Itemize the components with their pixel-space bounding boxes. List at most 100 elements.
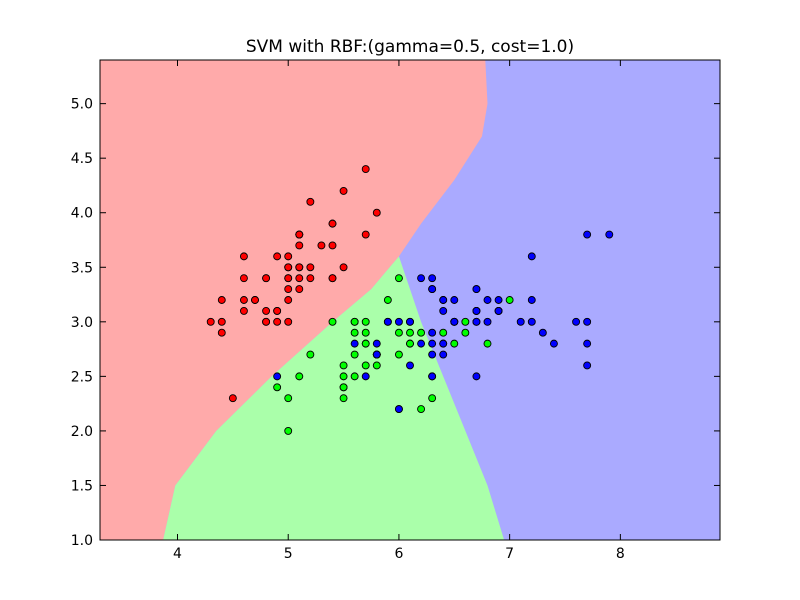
point-blue xyxy=(483,317,492,326)
point-blue xyxy=(439,296,448,304)
point-red xyxy=(306,274,315,283)
point-red xyxy=(295,263,304,272)
point-blue xyxy=(583,317,592,326)
point-red xyxy=(273,252,282,261)
point-blue xyxy=(472,306,481,315)
point-blue xyxy=(549,339,558,348)
point-red xyxy=(239,296,248,304)
point-green xyxy=(394,274,403,283)
point-red xyxy=(317,241,326,250)
point-blue xyxy=(428,285,437,294)
point-green xyxy=(306,350,315,359)
x-tick-label: 7 xyxy=(505,546,514,562)
point-green xyxy=(350,372,359,381)
point-green xyxy=(417,328,426,337)
point-green xyxy=(361,339,370,348)
point-blue xyxy=(583,339,592,348)
point-green xyxy=(350,317,359,326)
point-blue xyxy=(273,372,282,381)
point-blue xyxy=(394,405,403,414)
point-red xyxy=(295,285,304,294)
point-red xyxy=(284,296,293,304)
point-green xyxy=(284,394,293,403)
point-blue xyxy=(372,339,381,348)
point-red xyxy=(306,197,315,206)
point-blue xyxy=(450,317,459,326)
decision-region-red xyxy=(100,60,488,540)
point-green xyxy=(461,328,470,337)
point-blue xyxy=(472,317,481,326)
point-red xyxy=(217,296,226,304)
point-blue xyxy=(472,285,481,294)
point-green xyxy=(339,383,348,392)
chart-title: SVM with RBF:(gamma=0.5, cost=1.0) xyxy=(246,37,574,57)
y-tick-label: 2.5 xyxy=(71,369,93,385)
point-green xyxy=(450,339,459,348)
point-blue xyxy=(406,361,414,370)
point-red xyxy=(273,317,282,326)
point-red xyxy=(239,274,248,283)
point-blue xyxy=(439,339,448,348)
point-red xyxy=(262,274,271,283)
point-green xyxy=(284,426,293,435)
point-red xyxy=(328,241,337,250)
point-green xyxy=(339,372,348,381)
axes: 4 5 6 7 8 1.0 1.5 2.0 2.5 3.0 3.5 4.0 4.5 5.0 xyxy=(71,59,721,562)
y-tick-label: 3.0 xyxy=(71,315,93,331)
point-green xyxy=(339,361,348,370)
point-green xyxy=(339,394,348,403)
point-green xyxy=(328,317,337,326)
point-red xyxy=(239,252,248,261)
y-tick-label: 5.0 xyxy=(71,97,93,113)
axes-frame xyxy=(99,59,721,541)
point-green xyxy=(350,328,359,337)
point-blue xyxy=(527,252,536,261)
point-blue xyxy=(417,274,426,283)
point-red xyxy=(217,317,226,326)
point-green xyxy=(361,328,370,337)
point-red xyxy=(284,285,293,294)
point-red xyxy=(328,219,337,228)
point-blue xyxy=(450,296,459,304)
point-blue xyxy=(361,372,370,381)
point-green xyxy=(406,339,414,348)
decision-region-green xyxy=(163,256,505,540)
point-green xyxy=(439,328,448,337)
y-tick-label: 4.0 xyxy=(71,206,93,222)
point-red xyxy=(262,306,271,315)
scatter-points xyxy=(206,165,614,435)
point-red xyxy=(228,394,237,403)
point-green xyxy=(428,394,437,403)
point-blue xyxy=(583,230,592,239)
point-green xyxy=(461,317,470,326)
point-blue xyxy=(428,274,437,283)
point-green xyxy=(295,372,304,381)
point-red xyxy=(361,230,370,239)
point-blue xyxy=(350,339,359,348)
point-red xyxy=(295,274,304,283)
point-green xyxy=(483,339,492,348)
point-blue xyxy=(428,328,437,337)
point-blue xyxy=(494,306,503,315)
point-blue xyxy=(483,296,492,304)
point-green xyxy=(417,405,426,414)
point-blue xyxy=(516,317,525,326)
point-red xyxy=(306,263,315,272)
point-blue xyxy=(372,350,381,359)
point-blue xyxy=(494,296,503,304)
point-blue xyxy=(605,230,614,239)
y-tick-label: 1.5 xyxy=(71,478,93,494)
point-blue xyxy=(439,350,448,359)
point-blue xyxy=(428,372,437,381)
point-green xyxy=(505,296,514,304)
point-red xyxy=(262,317,271,326)
y-tick-label: 4.5 xyxy=(71,151,93,167)
point-green xyxy=(383,296,392,304)
y-tick-label: 3.5 xyxy=(71,260,93,276)
point-red xyxy=(284,252,293,261)
point-red xyxy=(295,241,304,250)
point-green xyxy=(350,350,359,359)
point-red xyxy=(217,328,226,337)
point-green xyxy=(394,328,403,337)
